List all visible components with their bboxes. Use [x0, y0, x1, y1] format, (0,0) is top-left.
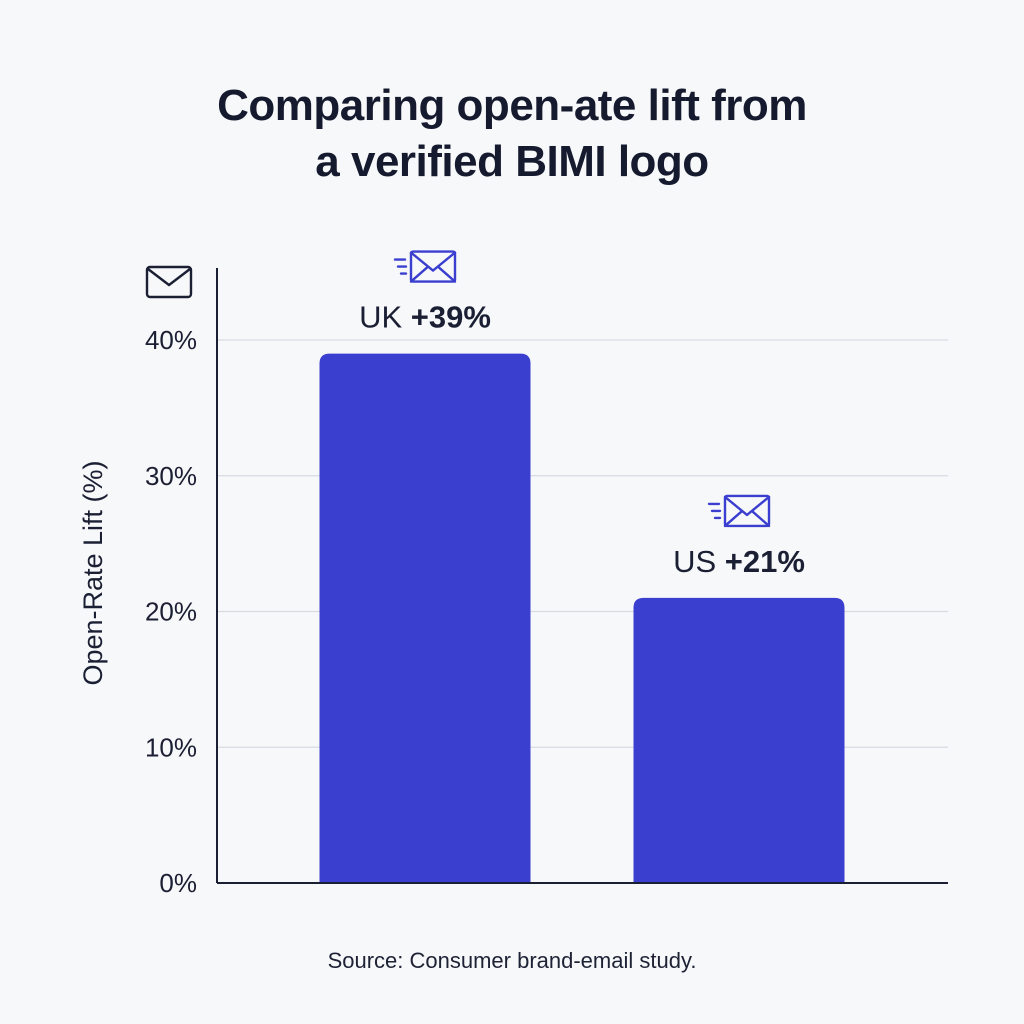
envelope-body: [145, 265, 193, 299]
fast-mail-icon: [707, 494, 771, 528]
y-tick-label-30: 30%: [145, 461, 197, 491]
envelope-flap: [409, 251, 457, 272]
data-label-country: US: [673, 544, 725, 579]
data-label-us: US +21%: [673, 544, 805, 579]
envelope-folds: [409, 266, 457, 283]
data-label-value: +21%: [725, 544, 805, 579]
envelope-body: [409, 250, 457, 283]
chart-title-line-2: a verified BIMI logo: [315, 137, 709, 186]
chart-title-line-1: Comparing open-ate lift from: [217, 81, 807, 130]
y-tick-label-0: 0%: [159, 868, 197, 898]
y-tick-label-10: 10%: [145, 732, 197, 762]
envelope-body: [723, 494, 771, 528]
chart-title: Comparing open-ate lift from a verified …: [0, 78, 1024, 190]
source-note: Source: Consumer brand-email study.: [327, 948, 697, 973]
envelope-folds: [723, 510, 771, 528]
data-label-value: +39%: [411, 300, 491, 335]
y-tick-label-20: 20%: [145, 597, 197, 627]
envelope-flap: [723, 495, 771, 517]
data-label-country: UK: [359, 300, 411, 335]
y-tick-label-40: 40%: [145, 325, 197, 355]
fast-mail-icon: [393, 250, 457, 283]
y-axis-label: Open-Rate Lift (%): [78, 460, 108, 685]
data-label-uk: UK +39%: [359, 300, 491, 335]
envelope-icon: [145, 265, 193, 299]
bar-uk: [319, 353, 531, 883]
envelope-flap: [146, 267, 192, 287]
bar-us: [633, 597, 845, 883]
